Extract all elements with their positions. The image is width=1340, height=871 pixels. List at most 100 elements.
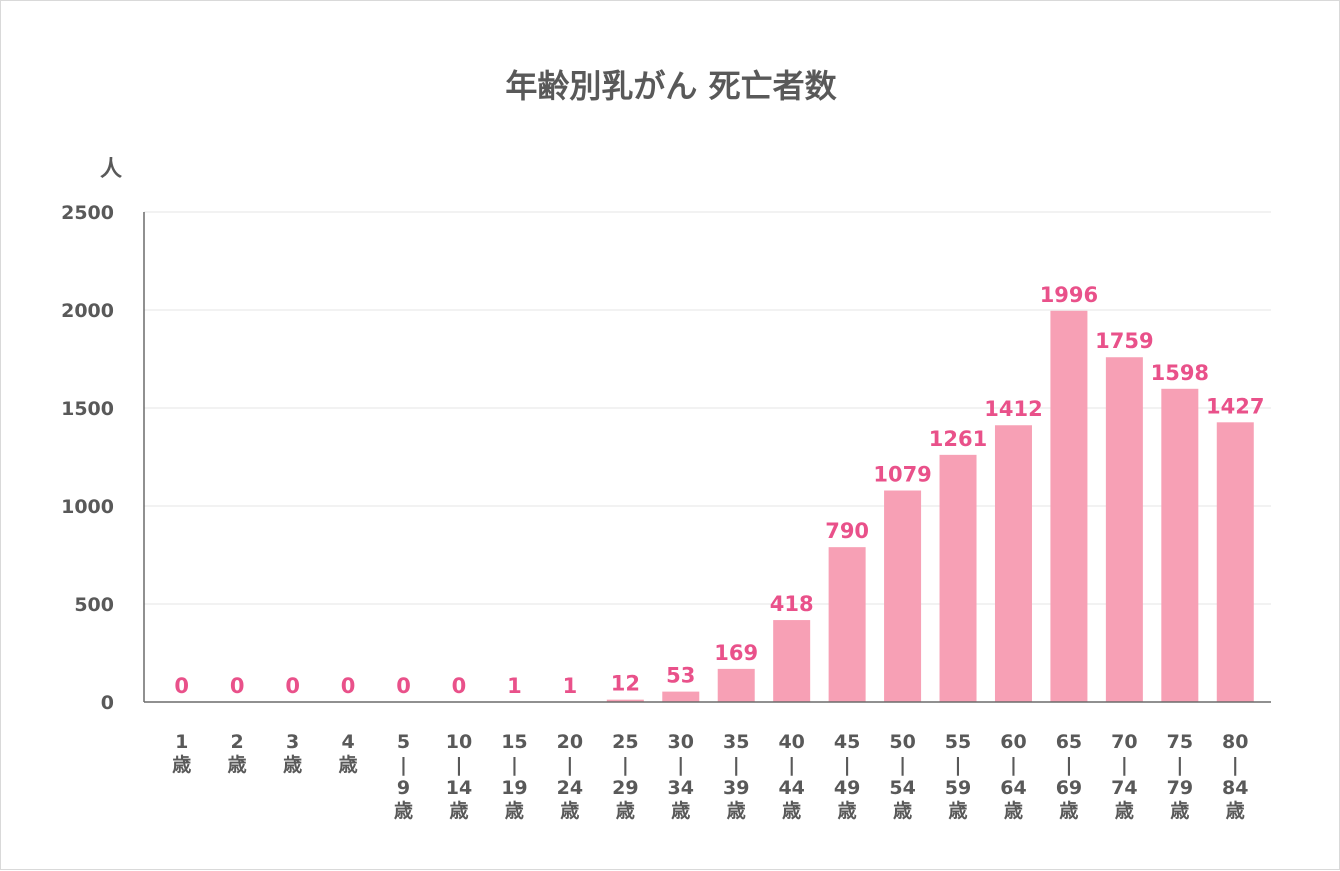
y-tick-label: 1500 <box>61 398 114 420</box>
data-label: 169 <box>714 641 758 665</box>
data-label: 1 <box>563 674 578 698</box>
bar <box>1050 311 1087 702</box>
x-tick-label: 歳 <box>1004 800 1023 822</box>
x-tick-label: 24 <box>557 777 583 799</box>
data-label: 1996 <box>1040 283 1098 307</box>
x-tick-label: 歳 <box>1115 800 1134 822</box>
x-tick-label: | <box>511 754 518 776</box>
chart-title: 年齢別乳がん 死亡者数 <box>505 67 837 105</box>
x-tick-label: | <box>455 754 462 776</box>
y-axis-unit-label: 人 <box>100 157 122 182</box>
x-tick-label: 歳 <box>1226 800 1245 822</box>
x-tick-label: | <box>733 754 740 776</box>
x-tick-label: 79 <box>1167 777 1193 799</box>
x-tick-label: 歳 <box>283 754 302 776</box>
x-tick-label: 45 <box>834 731 860 753</box>
x-tick-label: 19 <box>501 777 527 799</box>
x-tick-label: 歳 <box>505 800 524 822</box>
x-tick-label: 34 <box>668 777 694 799</box>
x-tick-label: 74 <box>1111 777 1137 799</box>
bar <box>1161 389 1198 702</box>
x-tick-label: | <box>400 754 407 776</box>
x-tick-label: | <box>1121 754 1128 776</box>
x-tick-label: 9 <box>397 777 410 799</box>
x-tick-label: 5 <box>397 731 410 753</box>
x-tick-label: 69 <box>1056 777 1082 799</box>
x-tick-label: 歳 <box>449 800 468 822</box>
x-tick-label: | <box>677 754 684 776</box>
x-tick-label: 30 <box>668 731 694 753</box>
x-tick-label: 歳 <box>727 800 746 822</box>
x-tick-label: 10 <box>446 731 472 753</box>
x-tick-label: | <box>899 754 906 776</box>
bar <box>773 620 810 702</box>
data-label: 1759 <box>1095 329 1153 353</box>
x-tick-label: 2 <box>231 731 244 753</box>
data-labels: 0 0 0 0 0 0 1 1 12 53 169 418 790 1079 1261 1412 1996 175… <box>174 283 1264 698</box>
x-tick-label: 59 <box>945 777 971 799</box>
x-tick-label: 20 <box>557 731 583 753</box>
x-tick-label: 歳 <box>1059 800 1078 822</box>
x-tick-label: 44 <box>778 777 804 799</box>
x-tick-label: 49 <box>834 777 860 799</box>
bar <box>718 669 755 702</box>
x-tick-label: 80 <box>1222 731 1248 753</box>
x-tick-label: 歳 <box>949 800 968 822</box>
x-tick-label: 歳 <box>782 800 801 822</box>
x-tick-label: | <box>1065 754 1072 776</box>
x-tick-label: 3 <box>286 731 299 753</box>
bar <box>940 455 977 702</box>
data-label: 1079 <box>873 463 931 487</box>
x-tick-label: | <box>1232 754 1239 776</box>
data-label: 0 <box>396 674 411 698</box>
x-tick-label: 歳 <box>172 754 191 776</box>
bar <box>1106 357 1143 702</box>
data-label: 1412 <box>984 397 1042 421</box>
bar <box>829 547 866 702</box>
data-label: 1427 <box>1206 394 1264 418</box>
data-label: 1 <box>507 674 522 698</box>
x-tick-label: 50 <box>889 731 915 753</box>
x-tick-label: 歳 <box>228 754 247 776</box>
x-tick-label: 65 <box>1056 731 1082 753</box>
data-label: 0 <box>174 674 189 698</box>
x-tick-label: 25 <box>612 731 638 753</box>
data-label: 0 <box>230 674 245 698</box>
data-label: 1261 <box>929 427 987 451</box>
x-tick-label: 64 <box>1000 777 1026 799</box>
gridlines <box>144 212 1271 604</box>
x-tick-label: 40 <box>778 731 804 753</box>
bar <box>662 692 699 702</box>
x-tick-label: 15 <box>501 731 527 753</box>
data-label: 418 <box>770 592 814 616</box>
data-label: 0 <box>452 674 467 698</box>
y-tick-label: 1000 <box>61 496 114 518</box>
x-tick-label: 4 <box>341 731 354 753</box>
x-tick-label: | <box>1176 754 1183 776</box>
data-label: 790 <box>825 519 869 543</box>
y-tick-label: 2500 <box>61 202 114 224</box>
x-tick-label: | <box>566 754 573 776</box>
x-tick-label: 歳 <box>1170 800 1189 822</box>
data-label: 53 <box>666 664 695 688</box>
x-tick-label: 1 <box>175 731 188 753</box>
x-tick-label: 歳 <box>671 800 690 822</box>
x-tick-label: 歳 <box>560 800 579 822</box>
data-label: 12 <box>611 672 640 696</box>
x-tick-label: 39 <box>723 777 749 799</box>
x-tick-label: 歳 <box>838 800 857 822</box>
x-tick-label: 54 <box>889 777 915 799</box>
x-tick-label: 歳 <box>893 800 912 822</box>
x-tick-label: 歳 <box>616 800 635 822</box>
x-tick-label: 70 <box>1111 731 1137 753</box>
data-label: 0 <box>285 674 300 698</box>
data-label: 0 <box>341 674 356 698</box>
x-tick-label: 35 <box>723 731 749 753</box>
x-tick-label: 14 <box>446 777 472 799</box>
x-axis-ticks: 1歳2歳3歳4歳5|9歳10|14歳15|19歳20|24歳25|29歳30|3… <box>172 731 1248 822</box>
x-tick-label: | <box>622 754 629 776</box>
x-tick-label: 55 <box>945 731 971 753</box>
x-tick-label: | <box>955 754 962 776</box>
